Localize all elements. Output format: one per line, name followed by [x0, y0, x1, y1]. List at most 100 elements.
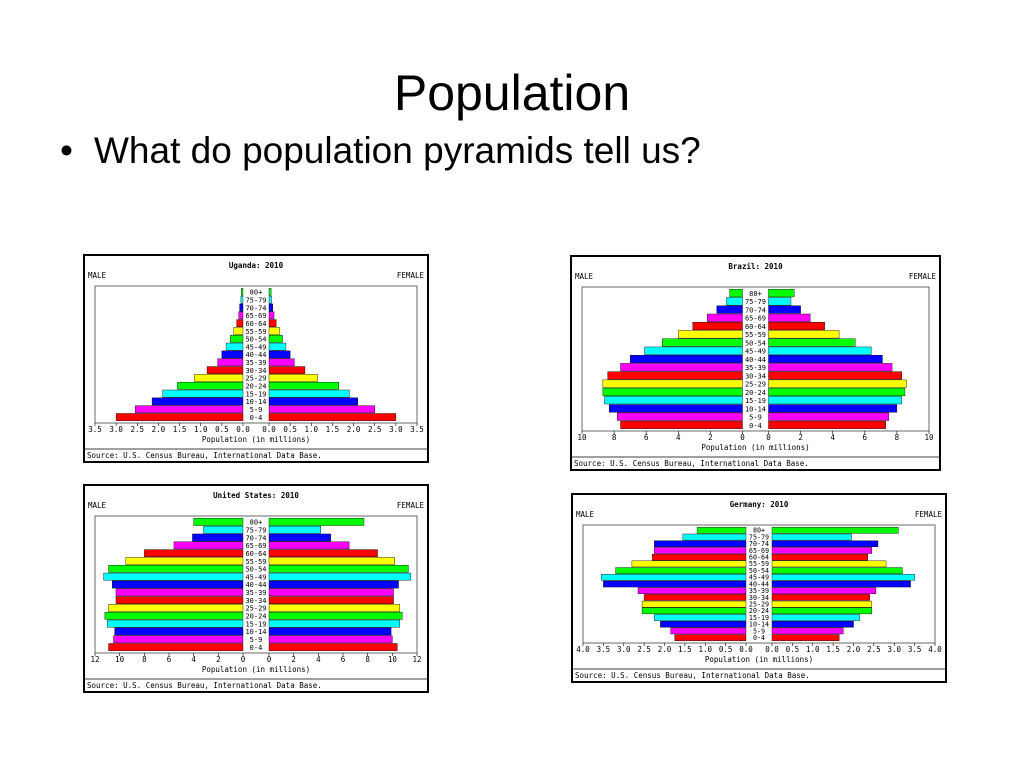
- x-tick-label-right: 1.0: [806, 645, 820, 654]
- age-group-label: 0-4: [250, 414, 263, 422]
- age-group-label: 60-64: [749, 554, 769, 562]
- age-group-label: 65-69: [745, 315, 766, 323]
- male-bar-5-9: [113, 635, 244, 644]
- male-bar-55-59: [631, 560, 747, 568]
- x-tick-label-right: 0.0: [765, 645, 779, 654]
- male-bar-15-19: [107, 619, 244, 628]
- male-bar-60-64: [144, 549, 244, 558]
- female-bar-10-14: [268, 397, 359, 406]
- age-group-label: 60-64: [245, 320, 266, 328]
- age-group-label: 75-79: [245, 526, 266, 534]
- female-bar-70-74: [268, 303, 274, 312]
- x-tick-label-left: 2.5: [637, 645, 651, 654]
- male-bar-70-74: [654, 540, 747, 548]
- female-bar-15-19: [268, 619, 400, 628]
- age-group-label: 40-44: [745, 356, 766, 364]
- male-bar-10-14: [609, 404, 743, 413]
- plot-frame: [94, 515, 418, 654]
- male-bar-5-9: [134, 405, 244, 414]
- age-group-label: 45-49: [745, 348, 766, 356]
- male-bar-0-4: [674, 634, 747, 641]
- female-bar-60-64: [268, 319, 277, 328]
- male-bar-60-64: [692, 322, 743, 331]
- age-group-label: 60-64: [245, 550, 266, 558]
- x-tick-label-left: 0: [241, 655, 246, 664]
- male-bar-75-79: [203, 525, 244, 534]
- female-bar-10-14: [268, 627, 392, 636]
- age-group-label: 25-29: [745, 381, 766, 389]
- x-tick-label-right: 0: [766, 433, 771, 442]
- source-note: Source: U.S. Census Bureau, Internationa…: [575, 671, 810, 680]
- female-bar-60-64: [268, 549, 378, 558]
- female-bar-75-79: [268, 295, 272, 304]
- female-bar-80+: [771, 527, 899, 534]
- female-bar-45-49: [268, 342, 287, 351]
- male-bar-5-9: [670, 627, 747, 635]
- female-bar-25-29: [768, 379, 907, 388]
- chart-title: Germany: 2010: [730, 500, 789, 509]
- age-group-label: 65-69: [749, 547, 769, 555]
- x-tick-label-right: 8: [365, 655, 370, 664]
- x-tick-label-left: 1.5: [173, 425, 187, 434]
- x-tick-label-left: 3.5: [88, 425, 102, 434]
- male-bar-30-34: [607, 371, 743, 380]
- female-bar-0-4: [771, 634, 840, 641]
- female-bar-25-29: [268, 604, 400, 612]
- x-tick-label-left: 2: [216, 655, 221, 664]
- x-tick-label-left: 0.5: [215, 425, 229, 434]
- age-group-label: 10-14: [745, 405, 766, 413]
- x-tick-label-right: 6: [863, 433, 868, 442]
- male-bar-20-24: [104, 611, 244, 620]
- female-bar-40-44: [768, 354, 883, 364]
- female-bar-75-79: [771, 533, 852, 541]
- age-group-label: 45-49: [245, 573, 266, 581]
- female-bar-5-9: [268, 635, 393, 644]
- male-bar-15-19: [604, 396, 743, 405]
- age-group-label: 40-44: [245, 581, 266, 589]
- male-bar-10-14: [114, 627, 244, 636]
- age-group-label: 0-4: [749, 422, 762, 430]
- x-tick-label-right: 6: [341, 655, 346, 664]
- female-bar-5-9: [768, 412, 890, 421]
- female-bar-80+: [268, 288, 272, 296]
- x-tick-label-right: 4: [830, 433, 835, 442]
- female-bar-60-64: [771, 553, 868, 561]
- age-group-label: 50-54: [245, 566, 266, 574]
- x-tick-label-right: 3.0: [389, 425, 403, 434]
- female-bar-55-59: [268, 557, 396, 565]
- female-bar-50-54: [268, 335, 283, 343]
- male-bar-30-34: [206, 366, 244, 374]
- x-tick-label-left: 1.0: [698, 645, 712, 654]
- female-bar-35-39: [268, 358, 295, 367]
- female-bar-60-64: [768, 322, 825, 331]
- female-bar-80+: [768, 289, 795, 298]
- female-bar-25-29: [771, 600, 873, 608]
- x-tick-label-right: 1.0: [305, 425, 319, 434]
- female-bar-35-39: [771, 587, 877, 594]
- age-group-label: 25-29: [749, 600, 769, 608]
- age-group-label: 45-49: [749, 574, 769, 582]
- male-bar-10-14: [151, 397, 244, 406]
- age-group-label: 45-49: [245, 343, 266, 351]
- source-note: Source: U.S. Census Bureau, Internationa…: [574, 459, 809, 468]
- male-label: MALE: [88, 271, 107, 280]
- x-tick-label-left: 2: [708, 433, 713, 442]
- female-bar-35-39: [768, 363, 893, 372]
- female-bar-50-54: [771, 567, 903, 574]
- age-group-label: 50-54: [745, 339, 766, 347]
- female-bar-30-34: [268, 596, 394, 604]
- male-bar-20-24: [602, 387, 743, 396]
- male-label: MALE: [575, 272, 594, 281]
- male-bar-45-49: [601, 574, 747, 581]
- age-group-label: 5-9: [250, 636, 263, 644]
- x-tick-label-right: 2.0: [847, 645, 861, 654]
- age-group-label: 15-19: [749, 614, 769, 622]
- age-group-label: 15-19: [245, 390, 266, 398]
- female-bar-65-69: [268, 311, 275, 320]
- x-tick-label-right: 2: [798, 433, 803, 442]
- x-tick-label-left: 8: [612, 433, 617, 442]
- x-tick-label-left: 4.0: [576, 645, 590, 654]
- slide-title: Population: [393, 65, 631, 121]
- x-tick-label-left: 0.5: [719, 645, 733, 654]
